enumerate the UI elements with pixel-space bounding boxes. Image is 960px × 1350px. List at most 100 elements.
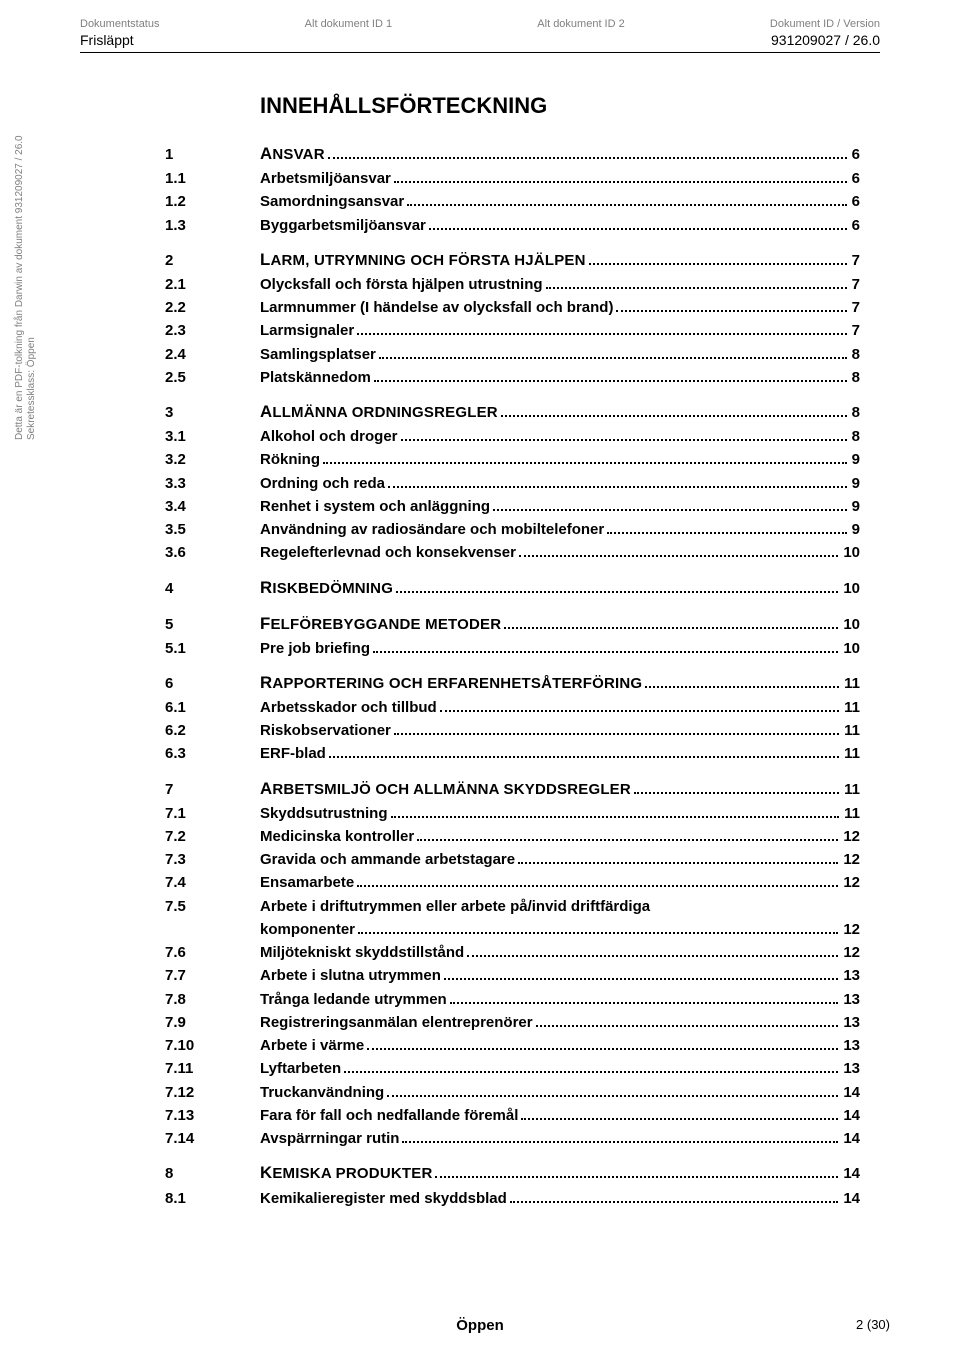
toc-label: Olycksfall och första hjälpen utrustning bbox=[260, 273, 543, 296]
toc-leader-dots bbox=[402, 1131, 838, 1143]
toc-label: Användning av radiosändare och mobiltele… bbox=[260, 518, 604, 541]
toc-leader-dots bbox=[358, 922, 838, 934]
toc-entry: Arbetsskador och tillbud11 bbox=[260, 696, 860, 719]
toc-number: 4 bbox=[165, 577, 260, 600]
page-footer: Öppen 2 (30) bbox=[70, 1317, 890, 1332]
toc-entry: Avspärrningar rutin14 bbox=[260, 1127, 860, 1150]
toc-label: Regelefterlevnad och konsekvenser bbox=[260, 541, 516, 564]
toc-gap bbox=[165, 601, 860, 611]
toc-page: 10 bbox=[841, 637, 860, 660]
toc-leader-dots bbox=[357, 323, 846, 335]
toc-row: 2.3Larmsignaler7 bbox=[165, 319, 860, 342]
toc-number: 2.1 bbox=[165, 273, 260, 296]
toc-label: Miljötekniskt skyddstillstånd bbox=[260, 941, 464, 964]
toc-label: Gravida och ammande arbetstagare bbox=[260, 848, 515, 871]
toc-number: 1.3 bbox=[165, 214, 260, 237]
toc-row: 7.12Truckanvändning14 bbox=[165, 1081, 860, 1104]
toc-page: 14 bbox=[841, 1081, 860, 1104]
toc-leader-dots bbox=[634, 782, 839, 794]
toc-entry: Olycksfall och första hjälpen utrustning… bbox=[260, 273, 860, 296]
toc-entry: Miljötekniskt skyddstillstånd12 bbox=[260, 941, 860, 964]
toc-leader-dots bbox=[373, 641, 838, 653]
toc-number: 7.7 bbox=[165, 964, 260, 987]
toc-entry: Rapportering och erfarenhetsåterföring11 bbox=[260, 670, 860, 696]
toc-row: 2Larm, utrymning och första hjälpen7 bbox=[165, 247, 860, 273]
toc-entry: Alkohol och droger8 bbox=[260, 425, 860, 448]
toc-row: 6Rapportering och erfarenhetsåterföring1… bbox=[165, 670, 860, 696]
toc-page: 6 bbox=[850, 214, 860, 237]
footer-classification: Öppen bbox=[70, 1317, 890, 1334]
toc-row: 1.2Samordningsansvar6 bbox=[165, 190, 860, 213]
toc-row: 8Kemiska produkter14 bbox=[165, 1160, 860, 1186]
toc-row: 2.2Larmnummer (I händelse av olycksfall … bbox=[165, 296, 860, 319]
toc-label: ERF-blad bbox=[260, 742, 326, 765]
table-of-contents: 1Ansvar61.1Arbetsmiljöansvar 61.2Samordni… bbox=[165, 141, 860, 1210]
toc-page: 7 bbox=[850, 273, 860, 296]
header-labels-row: Dokumentstatus Alt dokument ID 1 Alt dok… bbox=[70, 18, 890, 32]
toc-number: 7.2 bbox=[165, 825, 260, 848]
toc-row: 7.6Miljötekniskt skyddstillstånd12 bbox=[165, 941, 860, 964]
toc-row: 7.4Ensamarbete12 bbox=[165, 871, 860, 894]
toc-label: Medicinska kontroller bbox=[260, 825, 414, 848]
toc-gap bbox=[165, 766, 860, 776]
toc-label: Larmsignaler bbox=[260, 319, 354, 342]
toc-number: 7.13 bbox=[165, 1104, 260, 1127]
hdr-value-status: Frisläppt bbox=[80, 32, 134, 48]
toc-row: 7.10Arbete i värme13 bbox=[165, 1034, 860, 1057]
toc-leader-dots bbox=[323, 452, 847, 464]
toc-leader-dots bbox=[536, 1015, 839, 1027]
toc-entry: Riskbedömning10 bbox=[260, 575, 860, 601]
toc-leader-dots bbox=[504, 617, 838, 629]
toc-leader-dots bbox=[510, 1191, 839, 1203]
toc-number: 1.1 bbox=[165, 167, 260, 190]
toc-label: Rökning bbox=[260, 448, 320, 471]
toc-number: 3 bbox=[165, 401, 260, 424]
toc-entry: Registreringsanmälan elentreprenörer13 bbox=[260, 1011, 860, 1034]
toc-page: 11 bbox=[842, 778, 860, 801]
toc-row: 7.14Avspärrningar rutin14 bbox=[165, 1127, 860, 1150]
side-line-1: Detta är en PDF-tolkning från Darwin av … bbox=[14, 60, 26, 440]
toc-gap bbox=[165, 565, 860, 575]
toc-page: 9 bbox=[850, 495, 860, 518]
toc-row: 7.13Fara för fall och nedfallande föremå… bbox=[165, 1104, 860, 1127]
toc-page: 11 bbox=[842, 802, 860, 825]
toc-label: Renhet i system och anläggning bbox=[260, 495, 490, 518]
toc-entry: Allmänna ordningsregler8 bbox=[260, 399, 860, 425]
toc-number: 7.12 bbox=[165, 1081, 260, 1104]
toc-leader-dots bbox=[388, 476, 847, 488]
toc-label: Skyddsutrustning bbox=[260, 802, 388, 825]
toc-number: 7.11 bbox=[165, 1057, 260, 1080]
toc-page: 10 bbox=[841, 613, 860, 636]
toc-label-cont: komponenter bbox=[260, 918, 355, 941]
toc-leader-dots bbox=[435, 1166, 838, 1178]
toc-number: 7.8 bbox=[165, 988, 260, 1011]
toc-number: 3.1 bbox=[165, 425, 260, 448]
toc-page: 9 bbox=[850, 472, 860, 495]
toc-leader-dots bbox=[374, 370, 847, 382]
toc-number: 3.6 bbox=[165, 541, 260, 564]
toc-label: Allmänna ordningsregler bbox=[260, 399, 498, 425]
toc-page: 13 bbox=[841, 988, 860, 1011]
toc-row: 1Ansvar6 bbox=[165, 141, 860, 167]
document-body: INNEHÅLLSFÖRTECKNING 1Ansvar61.1Arbetsmi… bbox=[70, 93, 890, 1210]
toc-entry: Larmsignaler7 bbox=[260, 319, 860, 342]
toc-page: 7 bbox=[850, 249, 860, 272]
toc-leader-dots bbox=[391, 806, 840, 818]
toc-page: 10 bbox=[841, 541, 860, 564]
side-line-2: Sekretessklass: Öppen bbox=[26, 60, 38, 440]
toc-number: 7.10 bbox=[165, 1034, 260, 1057]
toc-label: Trånga ledande utrymmen bbox=[260, 988, 447, 1011]
toc-page: 13 bbox=[841, 1011, 860, 1034]
toc-entry: Arbete i slutna utrymmen13 bbox=[260, 964, 860, 987]
toc-label: Arbetsmiljöansvar bbox=[260, 167, 391, 190]
toc-label: Kemiska produkter bbox=[260, 1160, 432, 1186]
toc-number: 1.2 bbox=[165, 190, 260, 213]
toc-label: Ensamarbete bbox=[260, 871, 354, 894]
toc-leader-dots bbox=[328, 147, 847, 159]
toc-leader-dots bbox=[387, 1085, 838, 1097]
toc-label: Fara för fall och nedfallande föremål bbox=[260, 1104, 518, 1127]
toc-number: 2.2 bbox=[165, 296, 260, 319]
toc-row: 7.8Trånga ledande utrymmen 13 bbox=[165, 988, 860, 1011]
toc-number: 7.5 bbox=[165, 895, 260, 918]
toc-entry: Lyftarbeten13 bbox=[260, 1057, 860, 1080]
